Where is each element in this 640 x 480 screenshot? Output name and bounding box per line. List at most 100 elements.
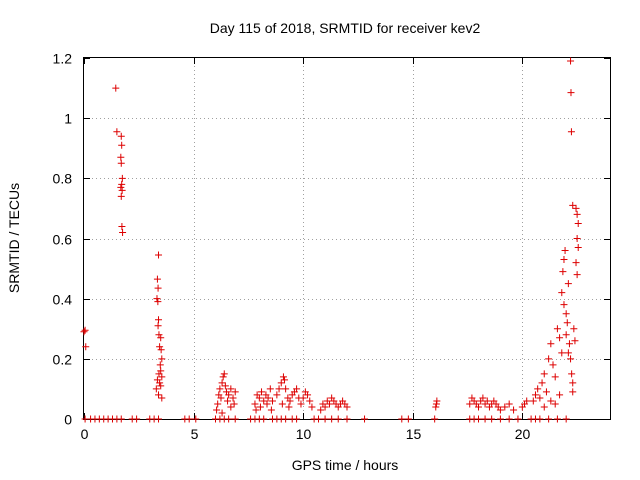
- data-point: [251, 400, 259, 408]
- data-point: [431, 415, 439, 423]
- data-point: [432, 403, 440, 411]
- data-point: [545, 355, 553, 363]
- data-point: [558, 349, 566, 357]
- data-point: [567, 57, 575, 65]
- data-point: [156, 361, 164, 369]
- data-point: [574, 244, 582, 252]
- data-point: [551, 373, 559, 381]
- data-point: [570, 325, 578, 333]
- data-point: [572, 204, 580, 212]
- data-point: [80, 328, 88, 336]
- data-point: [514, 415, 522, 423]
- data-point: [545, 415, 553, 423]
- data-point: [81, 326, 89, 334]
- data-point: [505, 415, 513, 423]
- data-point: [133, 415, 141, 423]
- data-point: [574, 219, 582, 227]
- data-point: [217, 394, 225, 402]
- data-point: [225, 391, 233, 399]
- data-point: [547, 340, 555, 348]
- data-point: [218, 409, 226, 417]
- data-point: [192, 415, 200, 423]
- data-point: [156, 379, 164, 387]
- data-point: [260, 415, 268, 423]
- data-point: [496, 406, 504, 414]
- data-point: [534, 385, 542, 393]
- data-point: [540, 370, 548, 378]
- data-point: [113, 128, 121, 136]
- data-point: [218, 379, 226, 387]
- y-tick-label: 1: [64, 111, 72, 127]
- data-point: [282, 415, 290, 423]
- data-point: [155, 391, 163, 399]
- data-point: [564, 280, 572, 288]
- x-axis-label: GPS time / hours: [292, 457, 399, 473]
- x-tick-label: 10: [296, 426, 312, 442]
- data-point: [299, 394, 307, 402]
- data-point: [277, 379, 285, 387]
- data-point: [475, 415, 482, 423]
- data-point: [573, 271, 581, 279]
- data-point: [297, 400, 305, 408]
- data-point: [252, 406, 260, 414]
- data-point: [158, 373, 166, 381]
- x-tick-labels: 0 5 10 15 20: [81, 426, 531, 442]
- data-point: [572, 259, 580, 267]
- data-point: [224, 397, 232, 405]
- y-tick-labels: 0 0.2 0.4 0.6 0.8 1 1.2: [53, 51, 73, 428]
- y-tick-label: 0.8: [53, 171, 73, 187]
- data-point: [117, 153, 125, 161]
- data-point: [157, 382, 165, 390]
- data-point: [293, 385, 301, 393]
- data-point: [152, 385, 160, 393]
- data-point: [308, 403, 316, 411]
- data-point: [221, 382, 229, 390]
- y-tick-label: 0.4: [53, 292, 73, 308]
- grid-lines: [84, 58, 610, 419]
- data-point: [569, 379, 577, 387]
- x-tick-label: 0: [81, 426, 89, 442]
- data-point: [466, 400, 474, 408]
- data-point: [559, 268, 567, 276]
- data-point: [398, 415, 406, 423]
- y-tick-label: 0.6: [53, 232, 73, 248]
- data-point: [153, 295, 161, 303]
- data-point: [156, 343, 164, 351]
- data-point: [229, 394, 237, 402]
- y-tick-label: 0: [64, 412, 72, 428]
- data-point: [157, 334, 165, 342]
- x-tick-label: 20: [515, 426, 531, 442]
- data-point: [549, 361, 557, 369]
- data-point: [540, 403, 548, 411]
- data-point: [227, 403, 235, 411]
- data-point: [538, 379, 546, 387]
- data-point: [563, 319, 571, 327]
- data-point: [260, 397, 268, 405]
- data-point: [286, 397, 294, 405]
- data-point: [553, 415, 561, 423]
- data-point: [82, 343, 90, 351]
- y-axis-label: SRMTID / TECUs: [6, 183, 22, 293]
- data-point: [155, 415, 163, 423]
- data-point: [225, 415, 233, 423]
- data-point: [304, 391, 312, 399]
- data-point: [155, 251, 163, 259]
- data-point: [565, 340, 573, 348]
- data-point: [117, 132, 125, 140]
- data-point: [432, 400, 440, 408]
- data-point: [157, 346, 165, 354]
- data-point: [216, 385, 224, 393]
- data-point: [230, 400, 238, 408]
- data-point: [118, 186, 126, 194]
- chart-title: Day 115 of 2018, SRMTID for receiver kev…: [210, 20, 481, 36]
- data-point: [213, 406, 221, 414]
- y-tick-label: 0.2: [53, 352, 73, 368]
- data-point: [155, 316, 163, 324]
- data-point: [155, 331, 163, 339]
- data-point: [573, 210, 581, 218]
- data-point: [568, 370, 576, 378]
- data-point: [536, 415, 544, 423]
- data-point: [117, 159, 125, 167]
- data-point: [154, 322, 162, 330]
- data-point: [285, 403, 293, 411]
